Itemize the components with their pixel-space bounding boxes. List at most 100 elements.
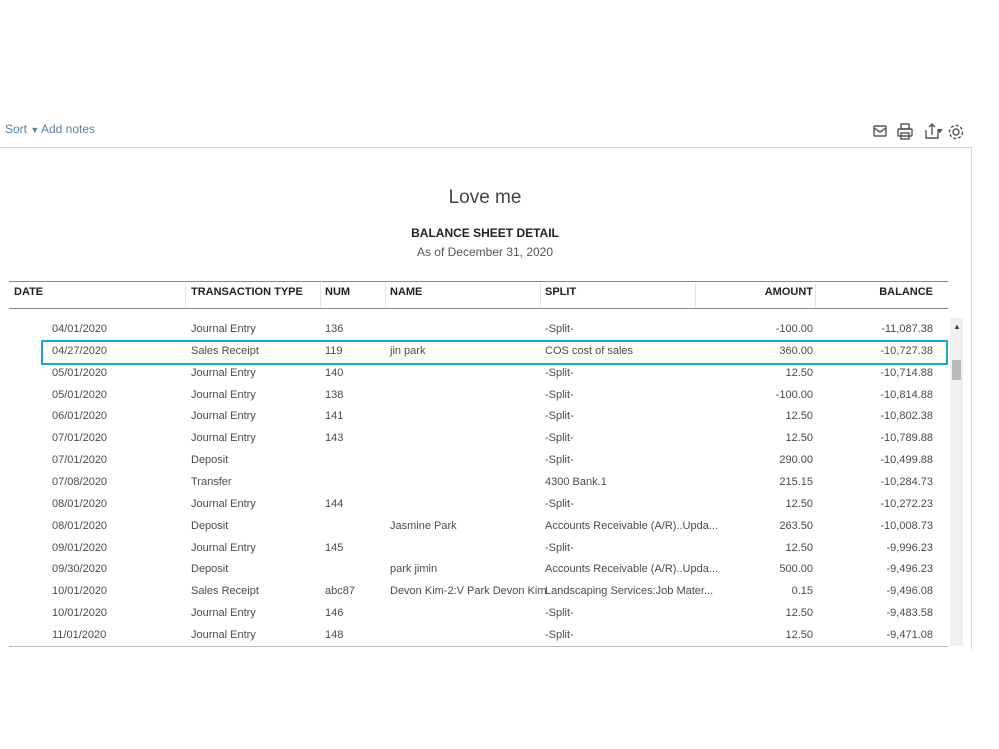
num-cell: 148 xyxy=(325,628,344,641)
split-cell: -Split- xyxy=(545,410,574,423)
num-cell: 144 xyxy=(325,497,344,510)
sort-button[interactable]: Sort ▼ xyxy=(5,122,40,136)
date-cell: 08/01/2020 xyxy=(52,519,108,532)
split-cell: -Split- xyxy=(545,541,574,554)
company-name: Love me xyxy=(448,187,522,208)
balance-cell: -10,499.88 xyxy=(880,454,933,467)
table-bottom-line xyxy=(9,646,948,647)
transaction-type-cell: Deposit xyxy=(191,563,229,576)
export-icon[interactable] xyxy=(925,123,943,139)
date-cell: 05/01/2020 xyxy=(52,388,108,401)
balance-cell: -10,814.88 xyxy=(880,388,933,401)
amount-cell: 12.50 xyxy=(785,541,813,554)
amount-cell: 0.15 xyxy=(791,585,813,598)
amount-cell: -100.00 xyxy=(775,323,813,335)
column-divider xyxy=(385,283,386,307)
name-cell: jin park xyxy=(390,344,426,357)
transaction-type-cell: Journal Entry xyxy=(191,628,256,641)
date-cell: 10/01/2020 xyxy=(52,585,108,598)
date-cell: 07/01/2020 xyxy=(52,432,108,445)
amount-cell: 360.00 xyxy=(779,344,813,357)
num-cell: 138 xyxy=(325,388,344,401)
split-cell: -Split- xyxy=(545,607,574,620)
transaction-type-cell: Journal Entry xyxy=(191,410,256,423)
date-cell: 04/27/2020 xyxy=(52,344,108,357)
column-header: DATE xyxy=(14,286,44,298)
selected-row-highlight xyxy=(41,340,948,365)
split-cell: -Split- xyxy=(545,323,574,335)
split-cell: -Split- xyxy=(545,497,574,510)
add-notes[interactable]: Add notes xyxy=(41,122,96,136)
amount-cell: 215.15 xyxy=(779,475,813,488)
num-cell: 140 xyxy=(325,366,344,379)
balance-cell: -10,789.88 xyxy=(880,432,933,445)
split-cell: -Split- xyxy=(545,432,574,445)
transaction-type-cell: Journal Entry xyxy=(191,541,256,554)
transaction-type-cell: Journal Entry xyxy=(191,388,256,401)
column-header: SPLIT xyxy=(545,286,577,298)
transaction-type-cell: Journal Entry xyxy=(191,497,256,510)
balance-cell: -10,727.38 xyxy=(880,344,933,357)
transaction-type-cell: Sales Receipt xyxy=(191,344,259,357)
column-divider xyxy=(320,283,321,307)
date-cell: 04/01/2020 xyxy=(52,323,108,335)
email-icon[interactable] xyxy=(873,125,887,137)
report-title: BALANCE SHEET DETAIL xyxy=(411,226,559,240)
balance-cell: -11,087.38 xyxy=(881,323,933,335)
date-cell: 06/01/2020 xyxy=(52,410,108,423)
column-header: BALANCE xyxy=(879,286,933,298)
split-cell: -Split- xyxy=(545,388,574,401)
transaction-type-cell: Journal Entry xyxy=(191,366,256,379)
num-cell: 146 xyxy=(325,607,344,620)
balance-cell: -10,284.73 xyxy=(880,475,933,488)
num-cell: 141 xyxy=(325,410,344,423)
transaction-type-cell: Transfer xyxy=(191,475,232,488)
date-cell: 08/01/2020 xyxy=(52,497,108,510)
column-divider xyxy=(815,283,816,307)
amount-cell: 12.50 xyxy=(785,607,813,620)
balance-cell: -10,802.38 xyxy=(880,410,933,423)
transaction-type-cell: Journal Entry xyxy=(191,432,256,445)
amount-cell: 12.50 xyxy=(785,432,813,445)
amount-cell: 12.50 xyxy=(785,410,813,423)
date-cell: 05/01/2020 xyxy=(52,366,108,379)
column-divider xyxy=(540,283,541,307)
balance-cell: -9,471.08 xyxy=(886,628,933,641)
balance-cell: -10,714.88 xyxy=(880,366,933,379)
date-cell: 11/01/2020 xyxy=(52,628,107,641)
column-divider xyxy=(185,283,186,307)
scrollbar[interactable]: ▲ xyxy=(950,318,963,646)
split-cell: Accounts Receivable (A/R)..Upda... xyxy=(545,563,719,576)
report-subtitle: As of December 31, 2020 xyxy=(416,245,554,259)
column-header: AMOUNT xyxy=(764,286,813,298)
transaction-type-cell: Deposit xyxy=(191,519,229,532)
amount-cell: 500.00 xyxy=(779,563,813,576)
amount-cell: 290.00 xyxy=(779,454,813,467)
amount-cell: 12.50 xyxy=(785,366,813,379)
scrollbar-thumb[interactable] xyxy=(952,360,961,380)
balance-cell: -10,272.23 xyxy=(880,497,933,510)
amount-cell: 12.50 xyxy=(785,497,813,510)
num-cell: 119 xyxy=(325,344,343,357)
balance-cell: -10,008.73 xyxy=(880,519,933,532)
date-cell: 09/30/2020 xyxy=(52,563,108,576)
column-header: TRANSACTION TYPE xyxy=(191,286,303,298)
balance-cell: -9,496.23 xyxy=(886,563,933,576)
sort-label[interactable]: Sort xyxy=(5,122,28,136)
split-cell: Landscaping Services:Job Mater... xyxy=(545,585,714,598)
date-cell: 09/01/2020 xyxy=(52,541,108,554)
print-icon[interactable] xyxy=(897,123,913,140)
transaction-type-cell: Journal Entry xyxy=(191,323,256,335)
transaction-type-cell: Journal Entry xyxy=(191,607,256,620)
date-cell: 10/01/2020 xyxy=(52,607,108,620)
date-cell: 07/08/2020 xyxy=(52,475,108,488)
name-cell: Jasmine Park xyxy=(390,519,457,532)
settings-icon[interactable] xyxy=(948,124,964,140)
split-cell: COS cost of sales xyxy=(545,344,634,357)
split-cell: -Split- xyxy=(545,454,574,467)
num-cell: 143 xyxy=(325,432,344,445)
transaction-type-cell: Sales Receipt xyxy=(191,585,259,598)
balance-cell: -9,996.23 xyxy=(886,541,933,554)
name-cell: Devon Kim-2:V Park Devon Kim xyxy=(390,585,547,598)
